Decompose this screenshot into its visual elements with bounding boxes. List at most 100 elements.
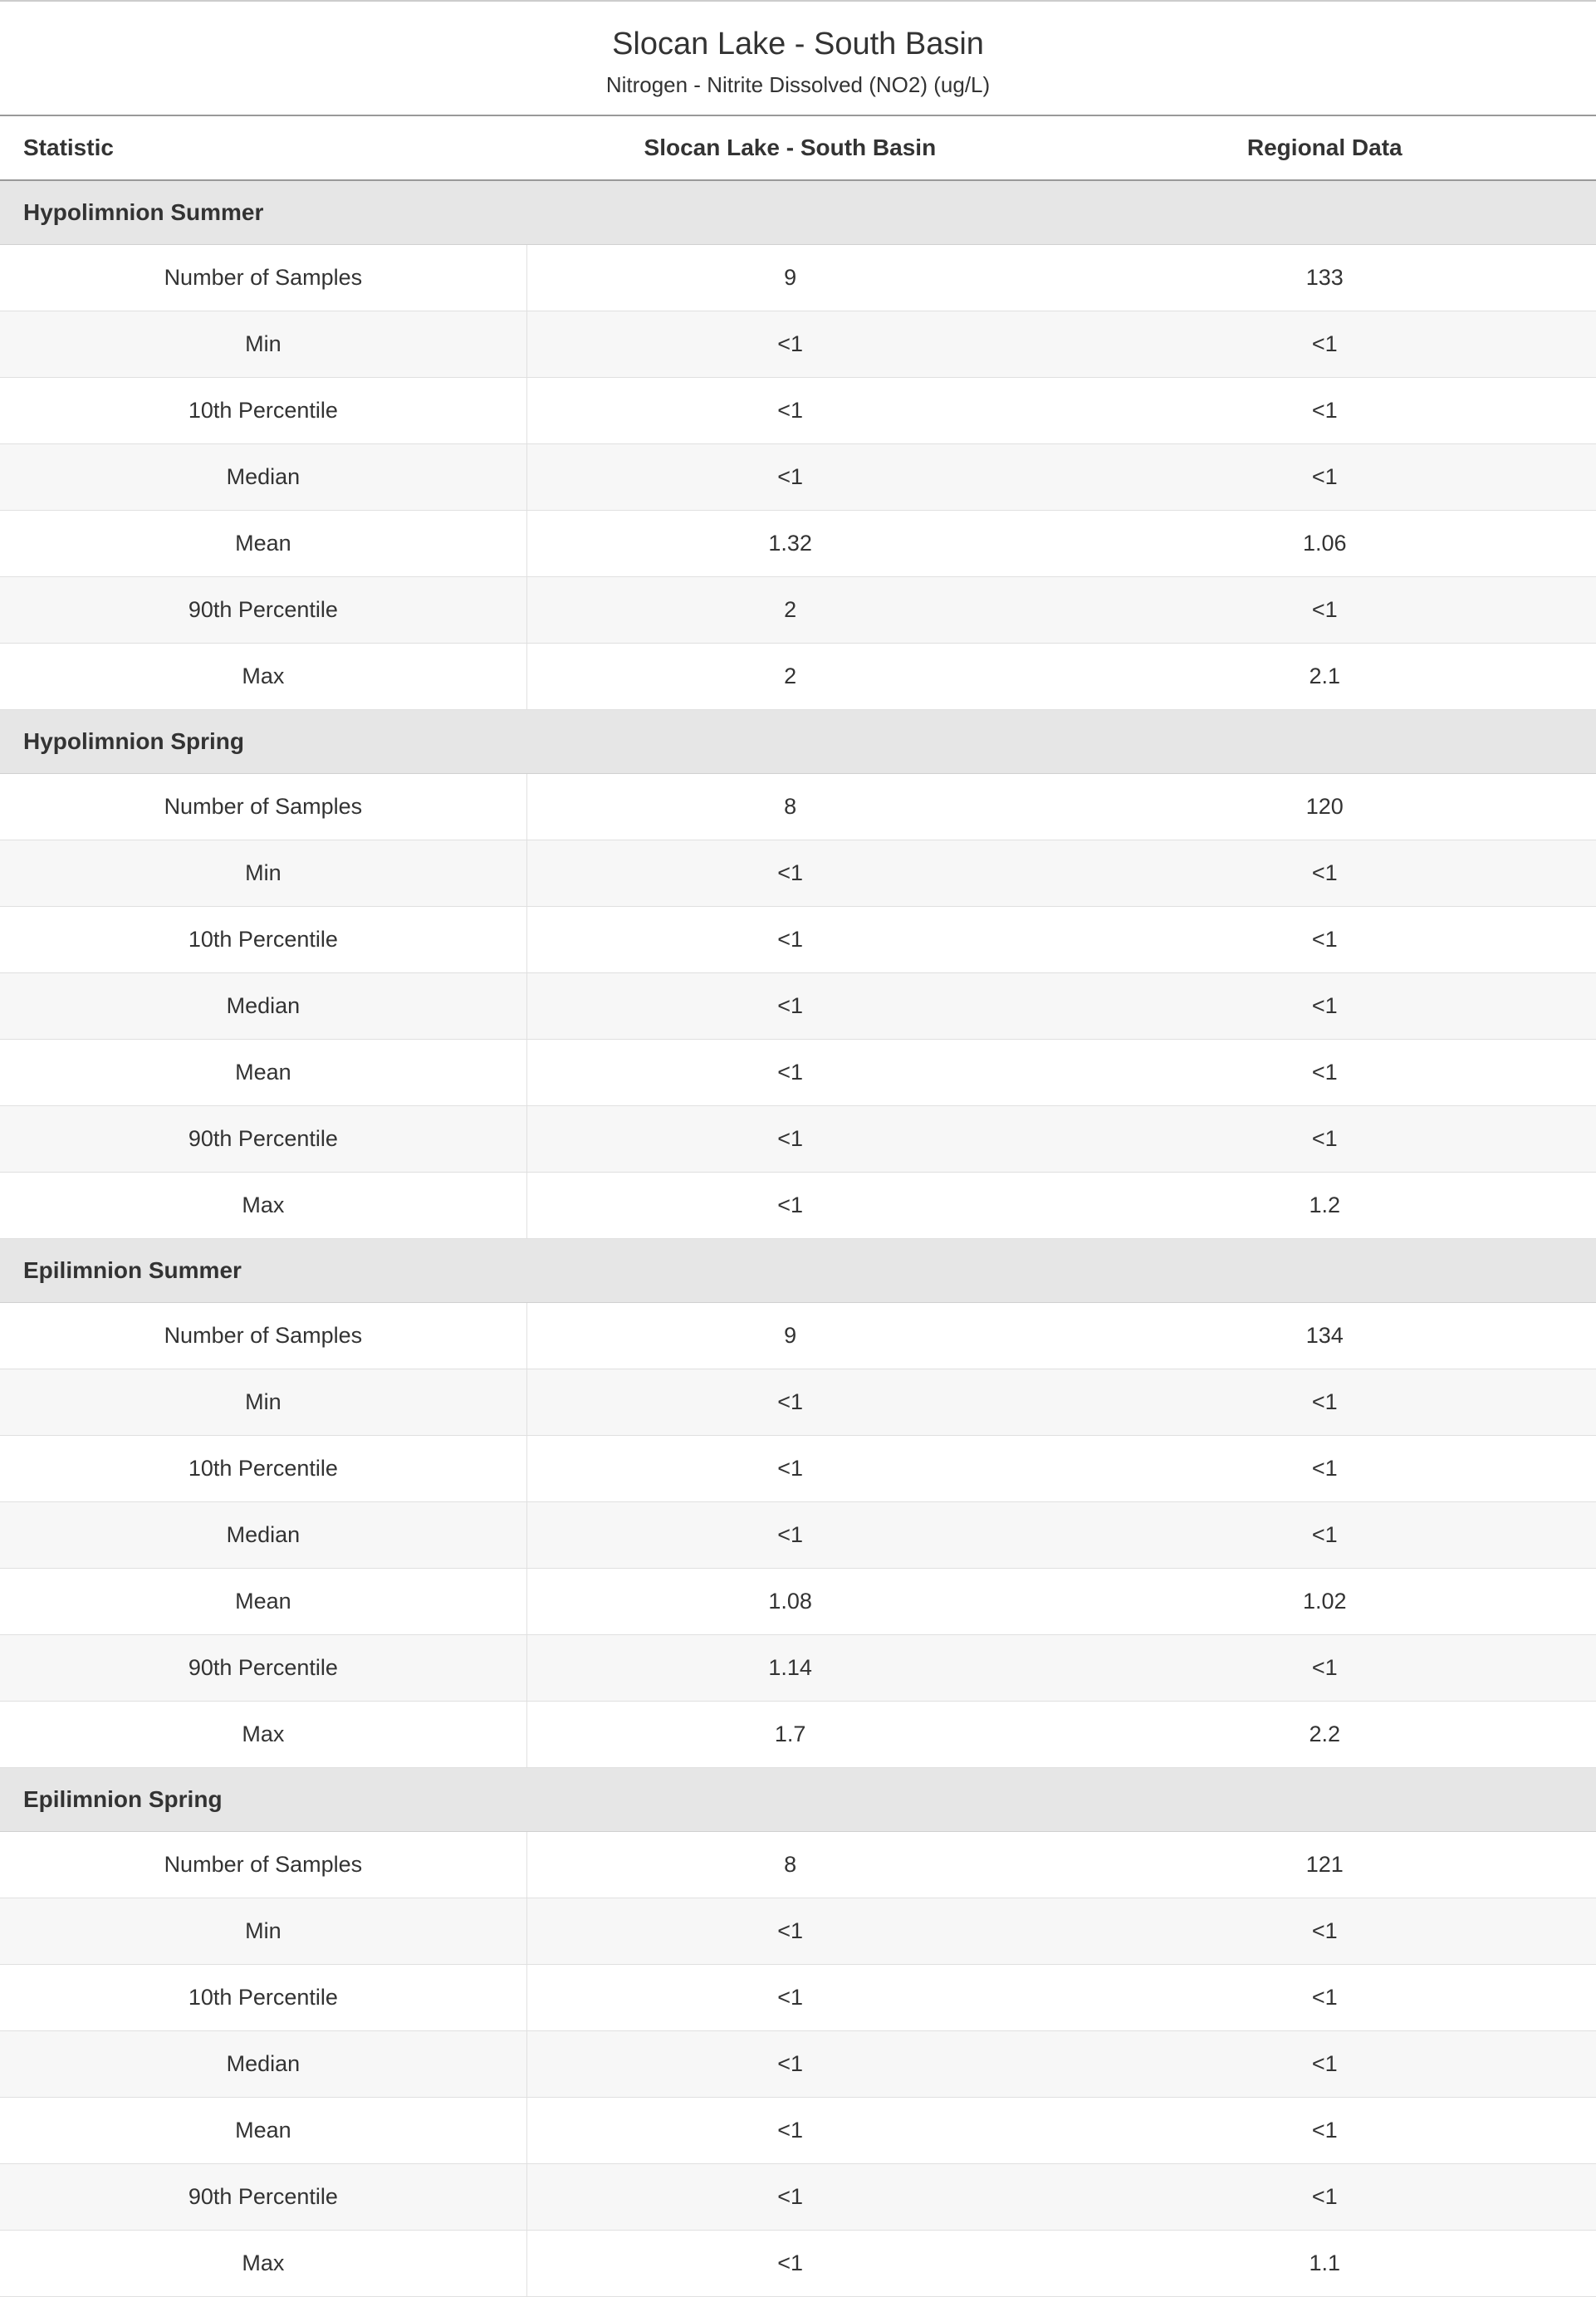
- stat-label-cell: Mean: [0, 1569, 526, 1635]
- regional-value-cell: <1: [1054, 311, 1596, 378]
- section-header-label: Epilimnion Summer: [0, 1239, 1596, 1303]
- stat-label-cell: 90th Percentile: [0, 577, 526, 644]
- stat-label-cell: Median: [0, 973, 526, 1040]
- regional-value-cell: <1: [1054, 840, 1596, 907]
- table-header-row: Statistic Slocan Lake - South Basin Regi…: [0, 116, 1596, 180]
- table-row: Mean<1<1: [0, 2098, 1596, 2164]
- site-value-cell: <1: [526, 1369, 1053, 1436]
- stat-label-cell: Number of Samples: [0, 1303, 526, 1369]
- site-value-cell: <1: [526, 2031, 1053, 2098]
- table-row: Min<1<1: [0, 1898, 1596, 1965]
- stat-label-cell: Number of Samples: [0, 1832, 526, 1898]
- section-header-label: Epilimnion Spring: [0, 1768, 1596, 1832]
- site-value-cell: <1: [526, 311, 1053, 378]
- table-row: Median<1<1: [0, 973, 1596, 1040]
- table-row: 90th Percentile2<1: [0, 577, 1596, 644]
- stat-label-cell: 10th Percentile: [0, 907, 526, 973]
- table-row: Median<1<1: [0, 1502, 1596, 1569]
- site-value-cell: 2: [526, 577, 1053, 644]
- table-row: Max1.72.2: [0, 1702, 1596, 1768]
- stat-label-cell: Mean: [0, 511, 526, 577]
- site-value-cell: <1: [526, 1898, 1053, 1965]
- stat-label-cell: Mean: [0, 2098, 526, 2164]
- title-block: Slocan Lake - South Basin Nitrogen - Nit…: [0, 2, 1596, 116]
- section-header-row: Hypolimnion Summer: [0, 180, 1596, 245]
- regional-value-cell: <1: [1054, 2098, 1596, 2164]
- site-value-cell: <1: [526, 444, 1053, 511]
- regional-value-cell: <1: [1054, 973, 1596, 1040]
- table-row: Median<1<1: [0, 2031, 1596, 2098]
- site-value-cell: 9: [526, 1303, 1053, 1369]
- table-row: Min<1<1: [0, 311, 1596, 378]
- site-value-cell: <1: [526, 1106, 1053, 1173]
- regional-value-cell: <1: [1054, 2031, 1596, 2098]
- table-row: Max22.1: [0, 644, 1596, 710]
- regional-value-cell: <1: [1054, 577, 1596, 644]
- table-row: Number of Samples8120: [0, 774, 1596, 840]
- stat-label-cell: 90th Percentile: [0, 1106, 526, 1173]
- table-row: Number of Samples9134: [0, 1303, 1596, 1369]
- stat-label-cell: 90th Percentile: [0, 2164, 526, 2231]
- regional-value-cell: <1: [1054, 2164, 1596, 2231]
- regional-value-cell: 2.1: [1054, 644, 1596, 710]
- table-row: Number of Samples8121: [0, 1832, 1596, 1898]
- regional-value-cell: <1: [1054, 378, 1596, 444]
- col-header-site: Slocan Lake - South Basin: [526, 116, 1053, 180]
- stat-label-cell: Max: [0, 1702, 526, 1768]
- site-value-cell: <1: [526, 907, 1053, 973]
- stat-label-cell: Number of Samples: [0, 774, 526, 840]
- section-header-row: Epilimnion Summer: [0, 1239, 1596, 1303]
- site-value-cell: <1: [526, 1040, 1053, 1106]
- site-value-cell: <1: [526, 378, 1053, 444]
- regional-value-cell: 1.06: [1054, 511, 1596, 577]
- site-value-cell: 1.08: [526, 1569, 1053, 1635]
- table-row: 90th Percentile1.14<1: [0, 1635, 1596, 1702]
- regional-value-cell: <1: [1054, 1040, 1596, 1106]
- regional-value-cell: 134: [1054, 1303, 1596, 1369]
- table-row: Mean1.321.06: [0, 511, 1596, 577]
- regional-value-cell: <1: [1054, 1106, 1596, 1173]
- site-value-cell: 1.7: [526, 1702, 1053, 1768]
- site-value-cell: <1: [526, 2164, 1053, 2231]
- table-row: Max<11.1: [0, 2231, 1596, 2297]
- regional-value-cell: 133: [1054, 245, 1596, 311]
- site-value-cell: <1: [526, 973, 1053, 1040]
- stat-label-cell: 90th Percentile: [0, 1635, 526, 1702]
- regional-value-cell: 2.2: [1054, 1702, 1596, 1768]
- regional-value-cell: 121: [1054, 1832, 1596, 1898]
- site-value-cell: 8: [526, 1832, 1053, 1898]
- table-body: Hypolimnion SummerNumber of Samples9133M…: [0, 180, 1596, 2297]
- table-row: 90th Percentile<1<1: [0, 1106, 1596, 1173]
- regional-value-cell: 1.2: [1054, 1173, 1596, 1239]
- site-value-cell: <1: [526, 1502, 1053, 1569]
- regional-value-cell: <1: [1054, 907, 1596, 973]
- col-header-regional: Regional Data: [1054, 116, 1596, 180]
- stat-label-cell: Max: [0, 1173, 526, 1239]
- regional-value-cell: 120: [1054, 774, 1596, 840]
- table-row: 10th Percentile<1<1: [0, 1436, 1596, 1502]
- stat-label-cell: Max: [0, 2231, 526, 2297]
- regional-value-cell: <1: [1054, 1898, 1596, 1965]
- stat-label-cell: 10th Percentile: [0, 378, 526, 444]
- table-row: Min<1<1: [0, 1369, 1596, 1436]
- regional-value-cell: <1: [1054, 1436, 1596, 1502]
- col-header-statistic: Statistic: [0, 116, 526, 180]
- site-value-cell: <1: [526, 1436, 1053, 1502]
- table-row: 90th Percentile<1<1: [0, 2164, 1596, 2231]
- stat-label-cell: Min: [0, 311, 526, 378]
- section-header-label: Hypolimnion Spring: [0, 710, 1596, 774]
- stat-label-cell: Median: [0, 2031, 526, 2098]
- site-value-cell: 1.32: [526, 511, 1053, 577]
- section-header-row: Epilimnion Spring: [0, 1768, 1596, 1832]
- site-value-cell: <1: [526, 840, 1053, 907]
- site-value-cell: 2: [526, 644, 1053, 710]
- regional-value-cell: <1: [1054, 444, 1596, 511]
- stat-label-cell: Min: [0, 1898, 526, 1965]
- site-value-cell: <1: [526, 2098, 1053, 2164]
- stat-label-cell: 10th Percentile: [0, 1436, 526, 1502]
- table-row: Median<1<1: [0, 444, 1596, 511]
- stat-label-cell: Mean: [0, 1040, 526, 1106]
- table-row: Min<1<1: [0, 840, 1596, 907]
- report-container: Slocan Lake - South Basin Nitrogen - Nit…: [0, 0, 1596, 2297]
- site-value-cell: 8: [526, 774, 1053, 840]
